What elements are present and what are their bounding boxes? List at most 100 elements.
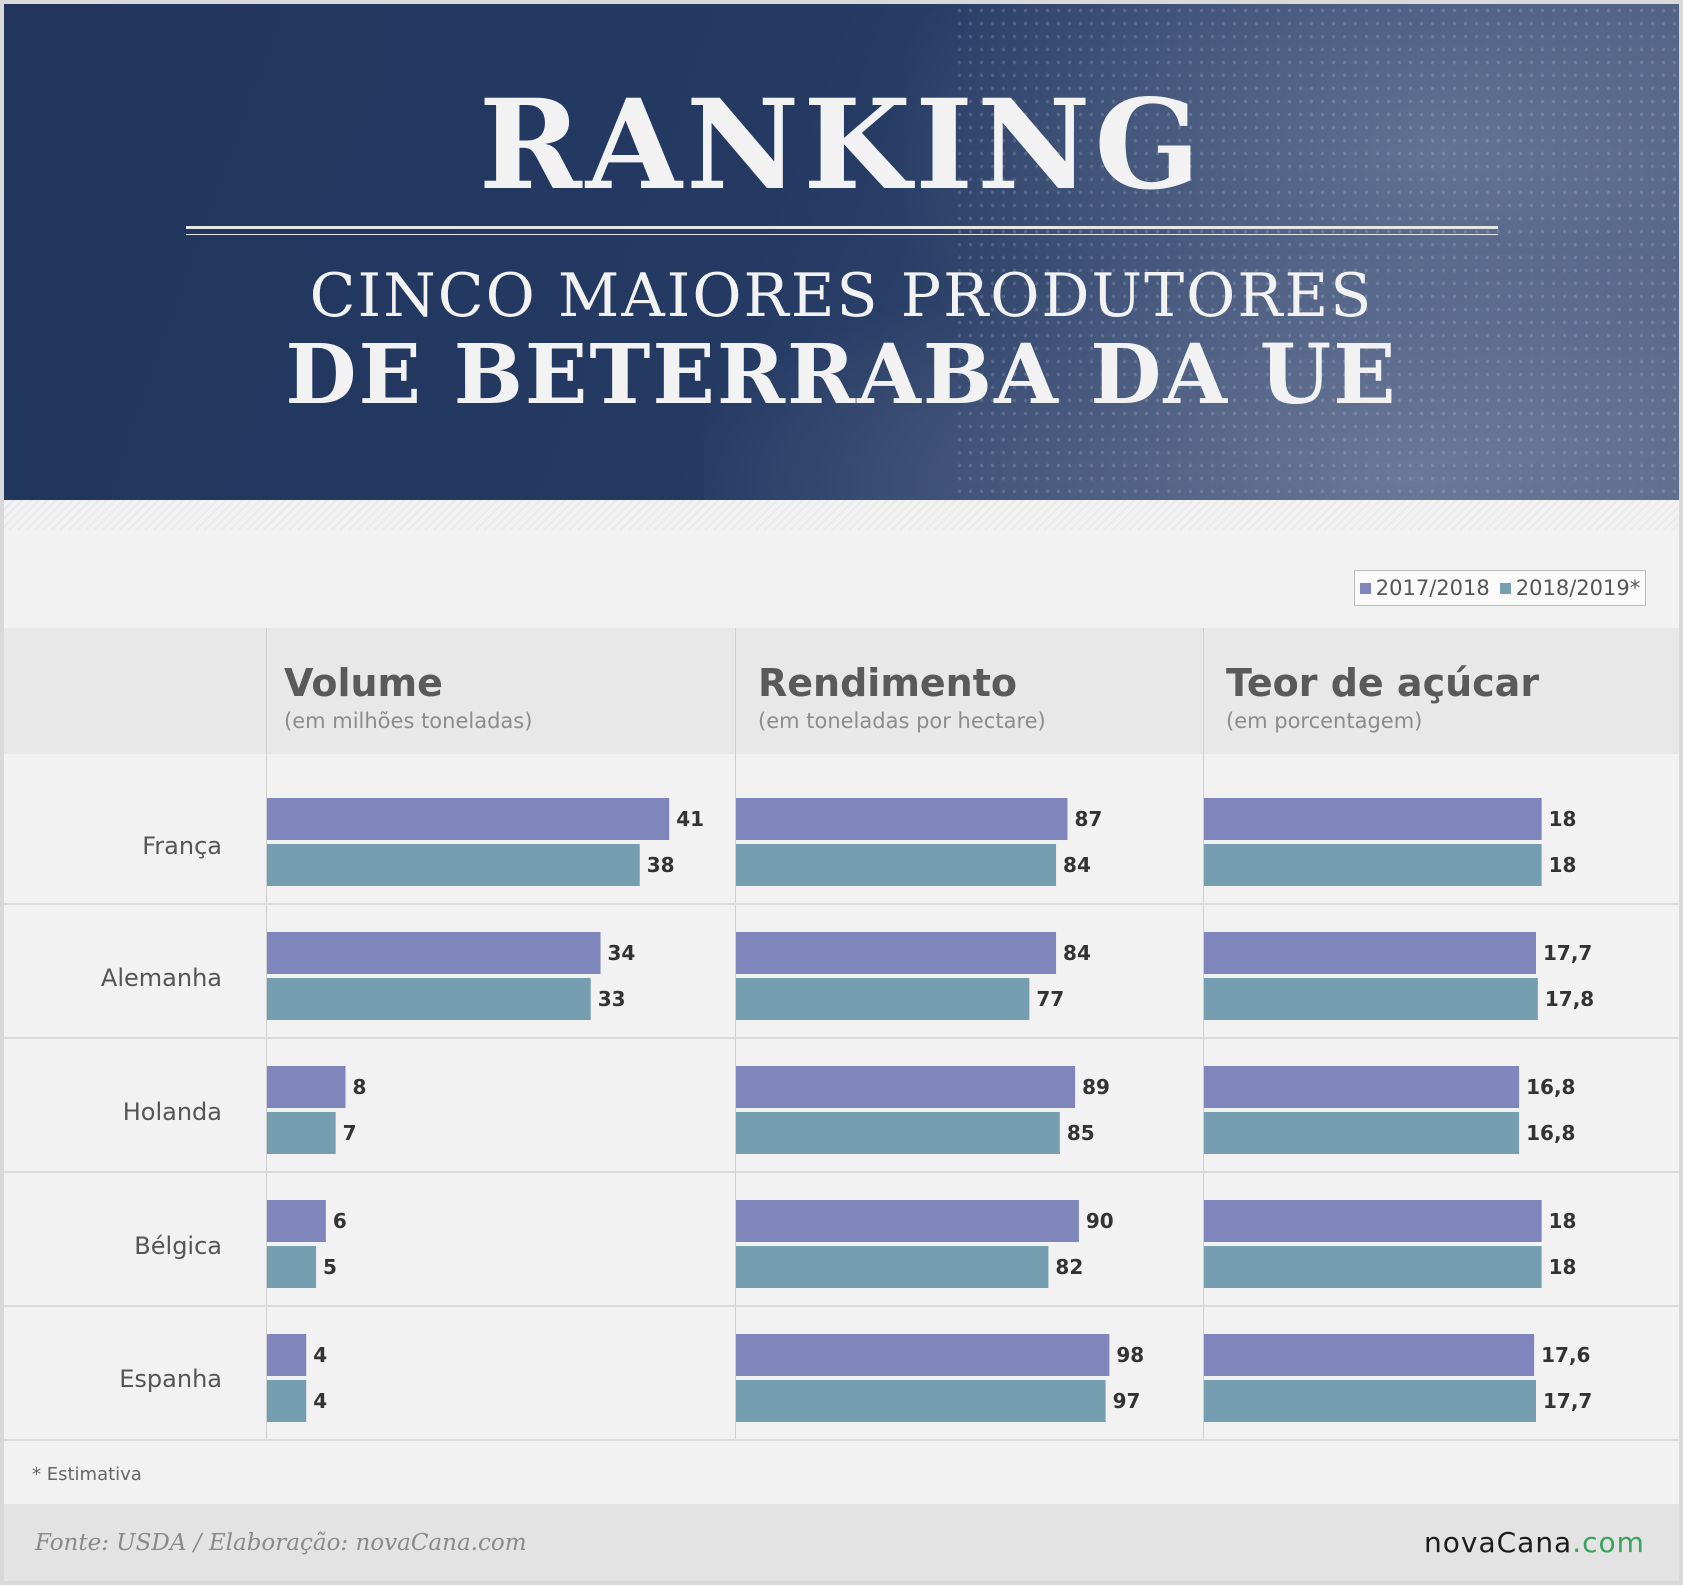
column-title-volume: Volume bbox=[284, 661, 443, 705]
page-title: RANKING bbox=[478, 73, 1205, 218]
country-label-alemanha: Alemanha bbox=[100, 964, 222, 992]
bar-value-label: 84 bbox=[1063, 853, 1091, 877]
legend-item-2017: 2017/2018 bbox=[1359, 576, 1490, 600]
bar-value-label: 17,6 bbox=[1541, 1343, 1590, 1367]
bar-rendimento-2017 bbox=[736, 1066, 1076, 1108]
country-label-franca: França bbox=[142, 832, 222, 860]
bar-value-label: 89 bbox=[1082, 1075, 1110, 1099]
bar-value-label: 6 bbox=[333, 1209, 347, 1233]
bar-value-label: 4 bbox=[313, 1389, 327, 1413]
bar-value-label: 38 bbox=[647, 853, 675, 877]
bar-volume-2018 bbox=[267, 1246, 317, 1288]
column-separator bbox=[266, 628, 267, 1440]
bar-teor-2017 bbox=[1204, 1200, 1542, 1242]
bar-value-label: 84 bbox=[1063, 941, 1091, 965]
bar-rendimento-2018 bbox=[736, 978, 1030, 1020]
bar-volume-2018 bbox=[267, 978, 591, 1020]
novacana-logo[interactable]: novaCana.com bbox=[1424, 1526, 1645, 1559]
bar-teor-2018 bbox=[1204, 844, 1542, 886]
header-texture bbox=[954, 4, 1679, 500]
source-credit: Fonte: USDA / Elaboração: novaCana.com bbox=[35, 1530, 527, 1556]
column-title-teor: Teor de açúcar bbox=[1226, 661, 1540, 705]
bar-value-label: 4 bbox=[313, 1343, 327, 1367]
country-label-belgica: Bélgica bbox=[134, 1232, 222, 1260]
footnote: * Estimativa bbox=[32, 1464, 142, 1485]
bar-value-label: 97 bbox=[1113, 1389, 1141, 1413]
bar-value-label: 16,8 bbox=[1526, 1075, 1575, 1099]
bar-value-label: 77 bbox=[1036, 987, 1064, 1011]
bar-teor-2018 bbox=[1204, 1380, 1536, 1422]
bar-value-label: 18 bbox=[1549, 807, 1577, 831]
bar-chart: 4138343387654487848477898590829897181817… bbox=[267, 798, 1594, 1422]
bar-value-label: 33 bbox=[598, 987, 626, 1011]
bar-rendimento-2017 bbox=[736, 1200, 1079, 1242]
column-title-rendimento: Rendimento bbox=[758, 661, 1018, 705]
bar-value-label: 87 bbox=[1074, 807, 1102, 831]
row-separator bbox=[4, 1439, 1679, 1441]
country-label-espanha: Espanha bbox=[119, 1365, 222, 1393]
bar-value-label: 82 bbox=[1055, 1255, 1083, 1279]
country-label-holanda: Holanda bbox=[122, 1098, 222, 1126]
bar-volume-2018 bbox=[267, 1380, 307, 1422]
header-haze-lower bbox=[704, 254, 1679, 500]
bar-value-label: 17,7 bbox=[1543, 941, 1592, 965]
bar-rendimento-2018 bbox=[736, 1246, 1049, 1288]
bar-volume-2017 bbox=[267, 798, 670, 840]
bar-value-label: 18 bbox=[1549, 1255, 1577, 1279]
row-separator bbox=[4, 1037, 1679, 1039]
legend-swatch-2017 bbox=[1359, 582, 1371, 594]
bar-value-label: 18 bbox=[1549, 1209, 1577, 1233]
legend-label-2017: 2017/2018 bbox=[1375, 576, 1490, 600]
column-separator bbox=[735, 628, 736, 1440]
legend-item-2018: 2018/2019* bbox=[1499, 576, 1640, 600]
bar-rendimento-2017 bbox=[736, 932, 1057, 974]
bar-value-label: 98 bbox=[1116, 1343, 1144, 1367]
bar-volume-2017 bbox=[267, 1200, 326, 1242]
bar-value-label: 34 bbox=[608, 941, 636, 965]
row-separator bbox=[4, 903, 1679, 905]
bar-teor-2017 bbox=[1204, 932, 1536, 974]
bar-volume-2018 bbox=[267, 844, 640, 886]
bar-value-label: 85 bbox=[1067, 1121, 1095, 1145]
bar-rendimento-2018 bbox=[736, 1380, 1106, 1422]
bar-teor-2017 bbox=[1204, 1334, 1535, 1376]
bar-value-label: 17,8 bbox=[1545, 987, 1594, 1011]
bar-teor-2017 bbox=[1204, 1066, 1520, 1108]
subtitle-line-1: CINCO MAIORES PRODUTORES bbox=[309, 261, 1374, 331]
legend-swatch-2018 bbox=[1499, 582, 1511, 594]
bar-volume-2017 bbox=[267, 1334, 307, 1376]
bar-volume-2017 bbox=[267, 1066, 346, 1108]
column-subtitle-rendimento: (em toneladas por hectare) bbox=[758, 709, 1046, 733]
bar-volume-2017 bbox=[267, 932, 601, 974]
footer-band bbox=[4, 1504, 1679, 1581]
bar-teor-2018 bbox=[1204, 978, 1538, 1020]
bar-value-label: 8 bbox=[352, 1075, 366, 1099]
bar-value-label: 90 bbox=[1086, 1209, 1114, 1233]
logo-domain: .com bbox=[1572, 1526, 1645, 1559]
bar-rendimento-2018 bbox=[736, 1112, 1060, 1154]
infographic: RANKING CINCO MAIORES PRODUTORES DE BETE… bbox=[4, 4, 1679, 1581]
legend: 2017/2018 2018/2019* bbox=[1354, 570, 1646, 606]
bar-rendimento-2018 bbox=[736, 844, 1057, 886]
title-divider bbox=[186, 226, 1498, 229]
column-subtitle-teor: (em porcentagem) bbox=[1226, 709, 1423, 733]
bar-value-label: 5 bbox=[323, 1255, 337, 1279]
bar-value-label: 7 bbox=[343, 1121, 357, 1145]
bar-rendimento-2017 bbox=[736, 1334, 1110, 1376]
bar-teor-2018 bbox=[1204, 1246, 1542, 1288]
column-subtitle-volume: (em milhões toneladas) bbox=[284, 709, 533, 733]
bar-teor-2018 bbox=[1204, 1112, 1520, 1154]
bar-teor-2017 bbox=[1204, 798, 1542, 840]
header-banner: RANKING CINCO MAIORES PRODUTORES DE BETE… bbox=[4, 4, 1679, 500]
bar-value-label: 17,7 bbox=[1543, 1389, 1592, 1413]
table-header bbox=[4, 628, 1679, 754]
title-divider-thin bbox=[186, 234, 1498, 235]
bar-value-label: 18 bbox=[1549, 853, 1577, 877]
bar-value-label: 16,8 bbox=[1526, 1121, 1575, 1145]
bar-volume-2018 bbox=[267, 1112, 336, 1154]
bar-value-label: 41 bbox=[676, 807, 704, 831]
bar-rendimento-2017 bbox=[736, 798, 1068, 840]
logo-wordmark: novaCana bbox=[1424, 1526, 1573, 1559]
subtitle-line-2: DE BETERRABA DA UE bbox=[285, 327, 1398, 423]
row-separator bbox=[4, 1171, 1679, 1173]
